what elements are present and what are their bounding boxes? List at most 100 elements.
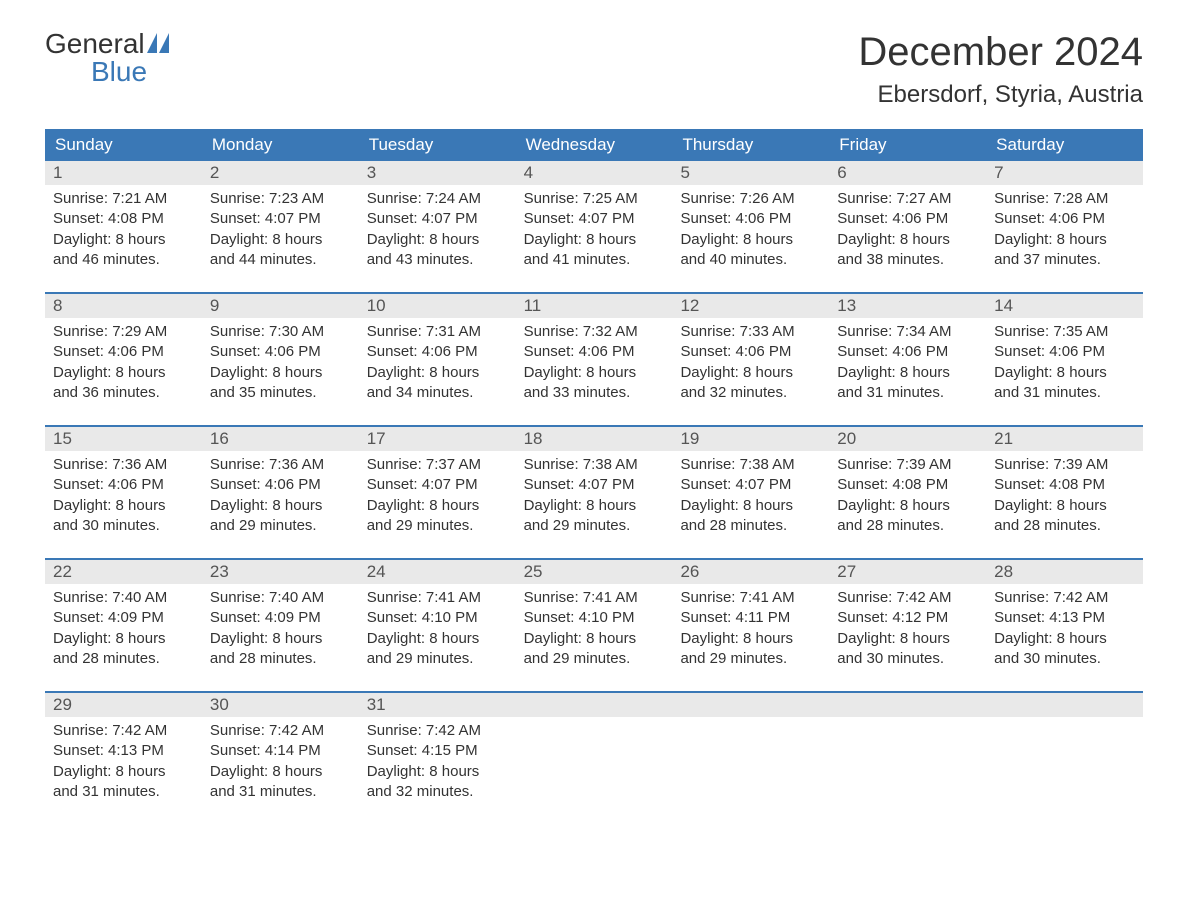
day-number: 7 bbox=[986, 161, 1143, 185]
day-d2: and 28 minutes. bbox=[837, 516, 978, 536]
day-d1: Daylight: 8 hours bbox=[837, 496, 978, 516]
day-ss: Sunset: 4:08 PM bbox=[53, 209, 194, 229]
day-number: 6 bbox=[829, 161, 986, 185]
day-cell bbox=[516, 717, 673, 810]
day-ss: Sunset: 4:09 PM bbox=[53, 608, 194, 628]
day-header-saturday: Saturday bbox=[986, 129, 1143, 161]
day-cell: Sunrise: 7:41 AMSunset: 4:10 PMDaylight:… bbox=[516, 584, 673, 677]
day-sr: Sunrise: 7:23 AM bbox=[210, 189, 351, 209]
day-d2: and 29 minutes. bbox=[210, 516, 351, 536]
day-sr: Sunrise: 7:36 AM bbox=[210, 455, 351, 475]
day-number: 13 bbox=[829, 294, 986, 318]
day-d1: Daylight: 8 hours bbox=[994, 629, 1135, 649]
day-d1: Daylight: 8 hours bbox=[837, 629, 978, 649]
day-cell: Sunrise: 7:21 AMSunset: 4:08 PMDaylight:… bbox=[45, 185, 202, 278]
day-d2: and 29 minutes. bbox=[680, 649, 821, 669]
day-sr: Sunrise: 7:32 AM bbox=[524, 322, 665, 342]
day-cell: Sunrise: 7:24 AMSunset: 4:07 PMDaylight:… bbox=[359, 185, 516, 278]
day-d1: Daylight: 8 hours bbox=[367, 762, 508, 782]
day-d1: Daylight: 8 hours bbox=[994, 496, 1135, 516]
day-cell: Sunrise: 7:33 AMSunset: 4:06 PMDaylight:… bbox=[672, 318, 829, 411]
day-d1: Daylight: 8 hours bbox=[367, 629, 508, 649]
day-number: 22 bbox=[45, 560, 202, 584]
day-number: 10 bbox=[359, 294, 516, 318]
day-ss: Sunset: 4:07 PM bbox=[367, 209, 508, 229]
day-number: 11 bbox=[516, 294, 673, 318]
day-ss: Sunset: 4:13 PM bbox=[994, 608, 1135, 628]
day-d1: Daylight: 8 hours bbox=[524, 230, 665, 250]
day-sr: Sunrise: 7:40 AM bbox=[53, 588, 194, 608]
day-d2: and 46 minutes. bbox=[53, 250, 194, 270]
day-sr: Sunrise: 7:42 AM bbox=[210, 721, 351, 741]
day-sr: Sunrise: 7:28 AM bbox=[994, 189, 1135, 209]
day-ss: Sunset: 4:10 PM bbox=[524, 608, 665, 628]
day-ss: Sunset: 4:06 PM bbox=[837, 209, 978, 229]
day-cell bbox=[829, 717, 986, 810]
day-d1: Daylight: 8 hours bbox=[680, 230, 821, 250]
day-ss: Sunset: 4:15 PM bbox=[367, 741, 508, 761]
day-ss: Sunset: 4:12 PM bbox=[837, 608, 978, 628]
week-2-numbers: 15161718192021 bbox=[45, 427, 1143, 451]
day-ss: Sunset: 4:06 PM bbox=[524, 342, 665, 362]
day-sr: Sunrise: 7:31 AM bbox=[367, 322, 508, 342]
day-d2: and 28 minutes. bbox=[53, 649, 194, 669]
day-ss: Sunset: 4:06 PM bbox=[53, 475, 194, 495]
day-d2: and 28 minutes. bbox=[994, 516, 1135, 536]
day-header-monday: Monday bbox=[202, 129, 359, 161]
day-number: 20 bbox=[829, 427, 986, 451]
day-cell bbox=[672, 717, 829, 810]
day-cell: Sunrise: 7:41 AMSunset: 4:11 PMDaylight:… bbox=[672, 584, 829, 677]
day-d1: Daylight: 8 hours bbox=[367, 230, 508, 250]
day-sr: Sunrise: 7:24 AM bbox=[367, 189, 508, 209]
day-number: 24 bbox=[359, 560, 516, 584]
day-d1: Daylight: 8 hours bbox=[53, 230, 194, 250]
day-ss: Sunset: 4:07 PM bbox=[524, 209, 665, 229]
day-sr: Sunrise: 7:39 AM bbox=[837, 455, 978, 475]
day-d1: Daylight: 8 hours bbox=[367, 496, 508, 516]
day-sr: Sunrise: 7:40 AM bbox=[210, 588, 351, 608]
day-d1: Daylight: 8 hours bbox=[53, 496, 194, 516]
week-3-numbers: 22232425262728 bbox=[45, 560, 1143, 584]
day-number bbox=[986, 693, 1143, 717]
day-d2: and 29 minutes. bbox=[524, 516, 665, 536]
day-d2: and 43 minutes. bbox=[367, 250, 508, 270]
day-number: 21 bbox=[986, 427, 1143, 451]
day-number bbox=[672, 693, 829, 717]
day-number: 30 bbox=[202, 693, 359, 717]
day-cell: Sunrise: 7:36 AMSunset: 4:06 PMDaylight:… bbox=[202, 451, 359, 544]
location: Ebersdorf, Styria, Austria bbox=[858, 81, 1143, 109]
day-header-thursday: Thursday bbox=[672, 129, 829, 161]
day-d2: and 34 minutes. bbox=[367, 383, 508, 403]
day-d2: and 38 minutes. bbox=[837, 250, 978, 270]
day-sr: Sunrise: 7:25 AM bbox=[524, 189, 665, 209]
day-number: 9 bbox=[202, 294, 359, 318]
day-d1: Daylight: 8 hours bbox=[680, 363, 821, 383]
day-d1: Daylight: 8 hours bbox=[53, 629, 194, 649]
day-cell: Sunrise: 7:42 AMSunset: 4:14 PMDaylight:… bbox=[202, 717, 359, 810]
day-sr: Sunrise: 7:38 AM bbox=[680, 455, 821, 475]
day-sr: Sunrise: 7:38 AM bbox=[524, 455, 665, 475]
day-sr: Sunrise: 7:26 AM bbox=[680, 189, 821, 209]
day-ss: Sunset: 4:06 PM bbox=[210, 475, 351, 495]
day-sr: Sunrise: 7:42 AM bbox=[994, 588, 1135, 608]
day-ss: Sunset: 4:08 PM bbox=[837, 475, 978, 495]
day-d2: and 36 minutes. bbox=[53, 383, 194, 403]
day-sr: Sunrise: 7:33 AM bbox=[680, 322, 821, 342]
day-number: 8 bbox=[45, 294, 202, 318]
day-cell: Sunrise: 7:37 AMSunset: 4:07 PMDaylight:… bbox=[359, 451, 516, 544]
day-d1: Daylight: 8 hours bbox=[210, 230, 351, 250]
day-d2: and 31 minutes. bbox=[837, 383, 978, 403]
day-d1: Daylight: 8 hours bbox=[210, 629, 351, 649]
day-cell: Sunrise: 7:36 AMSunset: 4:06 PMDaylight:… bbox=[45, 451, 202, 544]
day-number: 23 bbox=[202, 560, 359, 584]
day-ss: Sunset: 4:06 PM bbox=[994, 209, 1135, 229]
day-ss: Sunset: 4:06 PM bbox=[994, 342, 1135, 362]
day-cell: Sunrise: 7:38 AMSunset: 4:07 PMDaylight:… bbox=[672, 451, 829, 544]
day-d2: and 28 minutes. bbox=[210, 649, 351, 669]
day-cell: Sunrise: 7:27 AMSunset: 4:06 PMDaylight:… bbox=[829, 185, 986, 278]
day-d2: and 35 minutes. bbox=[210, 383, 351, 403]
day-d1: Daylight: 8 hours bbox=[524, 363, 665, 383]
day-sr: Sunrise: 7:34 AM bbox=[837, 322, 978, 342]
day-cell: Sunrise: 7:35 AMSunset: 4:06 PMDaylight:… bbox=[986, 318, 1143, 411]
day-d1: Daylight: 8 hours bbox=[837, 230, 978, 250]
